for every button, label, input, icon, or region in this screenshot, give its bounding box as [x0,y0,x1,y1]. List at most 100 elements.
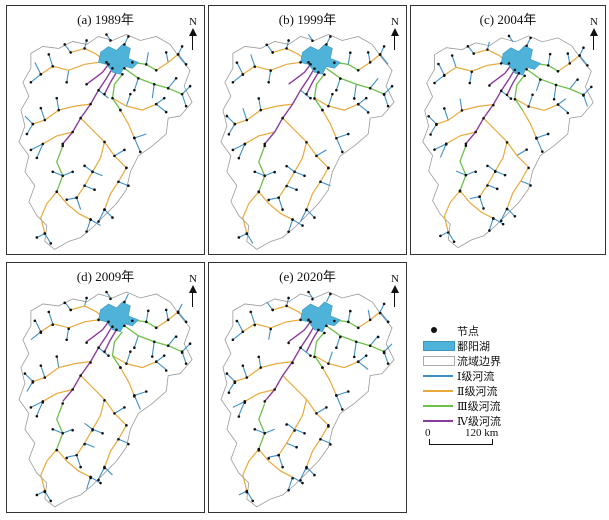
node-dot-12 [131,61,134,64]
river-order1-33 [465,170,476,176]
node-dot-51 [429,133,432,136]
node-dot-119 [309,96,312,100]
order1-line-icon [423,375,453,377]
lake-fill-icon [423,341,455,351]
river-order1-9 [439,143,447,158]
node-dot-59 [347,132,350,136]
node-dot-101 [529,36,532,40]
node-dot-75 [566,111,570,115]
north-arrow-d: N [186,273,200,307]
node-dot-43 [47,310,51,314]
node-dot-4 [317,71,320,74]
river-order1-25 [479,196,485,209]
river-order1-10 [336,390,349,396]
basin-map-e [220,290,395,508]
river-order2-11 [112,355,157,369]
node-dot-100 [123,43,126,46]
river-order1-11 [335,137,343,153]
node-dot-40 [443,73,446,77]
river-order1-35 [294,428,305,434]
river-order1-5 [24,115,34,125]
node-dot-66 [382,93,386,96]
node-dot-120 [285,184,288,188]
node-dot-3 [287,341,290,345]
river-order2-9 [305,167,329,210]
node-dot-71 [180,45,184,48]
node-dot-40 [39,72,43,76]
river-order1-26 [506,208,516,217]
panel-title-b: (b) 1999年 [278,12,337,27]
river-order1-4 [286,40,290,49]
river-order2-5 [56,191,91,221]
river-order1-43 [165,52,169,63]
node-dot-98 [145,63,148,66]
node-dot-122 [319,437,322,441]
river-order1-38 [66,70,70,83]
node-dot-124 [166,318,170,322]
node-dot-124 [368,61,372,64]
node-dot-28 [71,130,74,134]
river-order2-5 [56,448,91,478]
node-dot-34 [356,69,360,72]
node-dot-109 [503,173,507,177]
node-dot-16 [105,61,108,64]
node-dot-76 [154,102,158,106]
node-dot-icon [431,327,437,333]
node-dot-52 [245,118,249,122]
river-order1-39 [258,98,262,111]
panel-title-a: (a) 1989年 [77,12,134,27]
river-order1-19 [155,97,165,105]
river-order1-18 [155,361,167,371]
node-dot-107 [51,428,55,431]
node-dot-101 [329,292,332,296]
node-dot-1 [464,142,468,146]
river-order1-1 [30,331,42,341]
river-order1-43 [165,309,169,320]
river-order1-5 [428,115,437,125]
river-order2-7 [244,388,275,402]
basin-map-a [18,33,193,250]
legend-label-order2: Ⅱ级河流 [457,386,498,398]
node-dot-92 [103,465,106,469]
node-dot-99 [348,309,352,313]
river-order1-19 [557,98,567,105]
node-dot-40 [241,72,245,76]
river-order1-0 [437,63,445,76]
node-dot-110 [91,170,94,174]
node-dot-46 [285,304,288,308]
node-dot-125 [566,52,570,55]
river-order1-7 [443,108,449,121]
river-order2-11 [112,97,157,111]
node-dot-102 [311,297,314,301]
river-order2-9 [305,425,329,468]
river-order1-31 [325,36,331,45]
node-dot-112 [315,154,318,158]
node-dot-83 [49,499,53,503]
river-order1-17 [177,54,187,65]
river-order1-25 [278,197,284,210]
node-dot-95 [331,92,334,96]
node-dot-28 [71,388,74,391]
node-dot-107 [253,428,257,431]
node-dot-99 [146,309,150,313]
river-order1-1 [232,73,244,83]
river-order1-11 [335,395,343,410]
river-order1-4 [486,41,490,50]
river-order1-23 [238,232,248,238]
river-order1-43 [367,52,371,63]
node-dot-89 [281,208,284,211]
river-order2-4 [522,110,537,139]
node-dot-90 [505,207,509,211]
node-dot-52 [43,118,47,122]
node-dot-104 [61,431,65,435]
river-order1-5 [226,373,236,382]
node-dot-83 [49,242,53,245]
node-dot-93 [97,220,100,223]
node-dot-45 [63,301,67,305]
river-order1-9 [238,143,246,159]
node-dot-117 [55,96,59,100]
river-order2-5 [258,191,293,221]
river-order1-6 [228,123,236,135]
node-dot-99 [548,52,552,56]
node-dot-59 [546,132,550,136]
